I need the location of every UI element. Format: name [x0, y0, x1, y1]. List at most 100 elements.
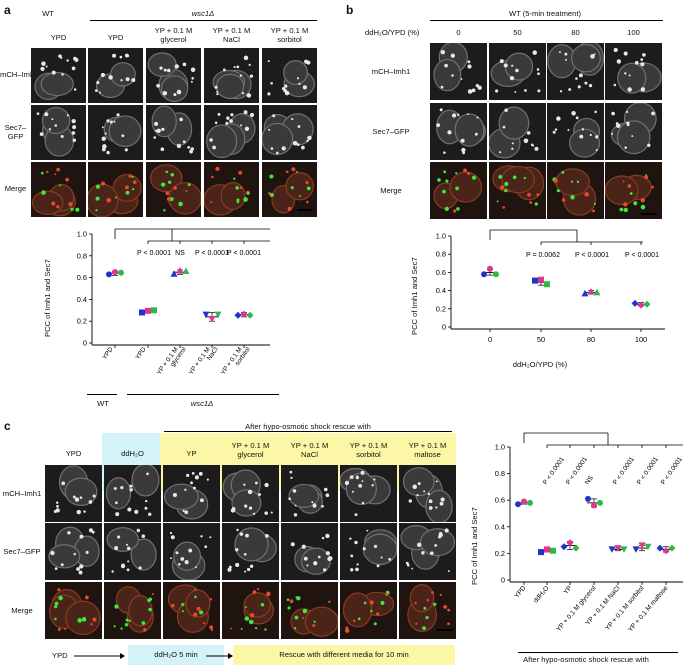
panel-c-tile-r0c3 [222, 465, 279, 522]
panel-a-pvalue-3: P < 0.0001 [227, 250, 261, 257]
panel-a-point-4-2 [246, 311, 254, 319]
panel-b-tile-r1c3 [605, 103, 662, 160]
panel-c-row-1: Sec7–GFP [3, 547, 41, 556]
panel-c-pvalue-2: NS [584, 474, 595, 486]
panel-a-mutant-label: wsc1Δ [191, 9, 215, 18]
panel-a-tile-r2c2 [146, 162, 201, 217]
panel-c-xgroup-line [518, 652, 678, 653]
panel-b-row-header: ddH₂O/YPD (%) [365, 28, 420, 37]
panel-c-col-0: YPD [65, 449, 82, 458]
panel-a-ytick-label-1: 0.2 [77, 317, 87, 326]
panel-b-row-0: mCH–Imh1 [371, 67, 411, 76]
panel-a-chart: 00.20.40.60.81.0P < 0.0001 NS P < 0.0001P … [77, 228, 270, 376]
panel-c-tile-r1c3 [222, 523, 279, 580]
panel-c-tile-r2c5 [340, 582, 397, 639]
panel-a-ytick-label-5: 1.0 [77, 230, 87, 239]
panel-b-ytick-label-1: 0.2 [436, 304, 446, 313]
panel-b-tile-r0c1 [489, 43, 546, 100]
panel-c-point-0-2 [527, 499, 533, 506]
panel-c-col-4: YP + 0.1 M NaCl [290, 441, 329, 459]
panel-b-row-1: Sec7–GFP [372, 127, 410, 136]
panel-a-tile-r0c3 [204, 48, 259, 103]
panel-c-tile-r1c0 [45, 523, 102, 580]
panel-b-point-3-1 [637, 301, 645, 309]
panel-c-tile-r2c4 [281, 582, 338, 639]
panel-c-tile-r2c1 [104, 582, 161, 639]
panel-a-tile-r1c0 [31, 105, 86, 160]
panel-c-point-1-0 [538, 549, 544, 556]
panel-c-pvalue-4: P < 0.0001 [636, 456, 660, 486]
panel-b-letter: b [346, 3, 354, 17]
panel-c-point-0-0 [515, 501, 521, 508]
panel-c-point-4-2 [620, 546, 628, 553]
panel-b-pvalue-2: P < 0.0001 [625, 252, 659, 259]
panel-a-pvalue-2: P < 0.0001 [195, 250, 229, 257]
panel-a-point-1-1 [145, 307, 151, 314]
panel-a-xgroup-mutant-line [127, 394, 279, 395]
panel-c-scale-bar [437, 629, 453, 631]
panel-a-point-3-2 [214, 311, 222, 319]
panel-b-tile-r1c2 [547, 103, 604, 160]
panel-c-point-4-1 [614, 545, 622, 552]
panel-a-point-3-0 [202, 311, 210, 319]
panel-a-point-0-0 [106, 271, 112, 278]
panel-a-col-3: YP + 0.1 M NaCl [212, 26, 251, 44]
panel-a-row-0: mCH–Imh1 [0, 70, 39, 79]
panel-a-col-1: YPD [107, 33, 124, 42]
panel-a-wt-label: WT [42, 9, 54, 18]
panel-a-tile-r2c1 [88, 162, 143, 217]
panel-b-xlabel-3-0: 100 [635, 335, 647, 344]
panel-b-point-1-2 [544, 281, 550, 288]
panel-a-ytick-label-0: 0 [83, 339, 87, 348]
panel-b-xlabel-1-0: 50 [537, 335, 545, 344]
panel-b-row-2: Merge [380, 186, 402, 195]
panel-c-tile-r0c6 [399, 465, 456, 522]
panel-a-point-2-1 [176, 267, 184, 274]
panel-c-xlabel-1: ddH₂O [532, 585, 550, 605]
panel-a-xlabel-1-0: YPD [134, 346, 147, 361]
panel-b-point-3-2 [643, 300, 651, 308]
panel-c-tile-r0c5 [340, 465, 397, 522]
panel-a-xgroup-wt: WT [97, 399, 109, 408]
timeline-step-ypd: YPD [52, 651, 68, 660]
panel-c-row-2: Merge [11, 606, 33, 615]
panel-c-col-1: ddH₂O [121, 449, 144, 458]
panel-b-xlabel-0-0: 0 [488, 335, 492, 344]
panel-c-point-1-1 [544, 546, 550, 553]
panel-a-tile-r1c3 [204, 105, 259, 160]
panel-c-tile-r1c4 [281, 523, 338, 580]
panel-c-point-6-1 [662, 547, 670, 555]
timeline-arrow-1 [74, 653, 125, 659]
panel-c-tile-r1c1 [104, 523, 161, 580]
panel-c-row-0: mCH–Imh1 [2, 489, 42, 498]
panel-a-scale-bar [297, 209, 313, 211]
panel-c-xlabel-2: YP [563, 584, 574, 596]
panel-c-banner-line [164, 431, 452, 432]
panel-c-point-3-1 [591, 502, 597, 509]
panel-b-col-3: 100 [627, 28, 640, 37]
panel-c-xgroup: After hypo-osmotic shock rescue with [523, 655, 649, 664]
timeline-step-rescue: Rescue with different media for 10 min [233, 645, 455, 665]
panel-a-xgroup-wt-line [87, 394, 117, 395]
panel-c-point-3-0 [585, 495, 591, 502]
panel-c-point-5-1 [638, 542, 646, 549]
panel-a-tile-r2c4 [262, 162, 317, 217]
panel-c-point-5-0 [632, 546, 640, 553]
panel-c-tile-r1c6 [399, 523, 456, 580]
panel-b-tile-r1c0 [430, 103, 487, 160]
panel-b-point-2-2 [593, 288, 601, 296]
panel-c-point-2-2 [572, 544, 580, 552]
panel-a-tile-r0c2 [146, 48, 201, 103]
panel-a-point-2-0 [170, 270, 178, 277]
panel-b-col-2: 80 [571, 28, 580, 37]
panel-a-mutant-bracket [90, 20, 317, 21]
panel-c-ytick-label-5: 1.0 [495, 443, 505, 452]
panel-c-ytick-label-4: 0.8 [495, 469, 505, 478]
panel-c-point-0-1 [521, 498, 527, 505]
panel-c-tile-r2c2 [163, 582, 220, 639]
panel-a-xlabel-0-0: YPD [101, 346, 114, 361]
